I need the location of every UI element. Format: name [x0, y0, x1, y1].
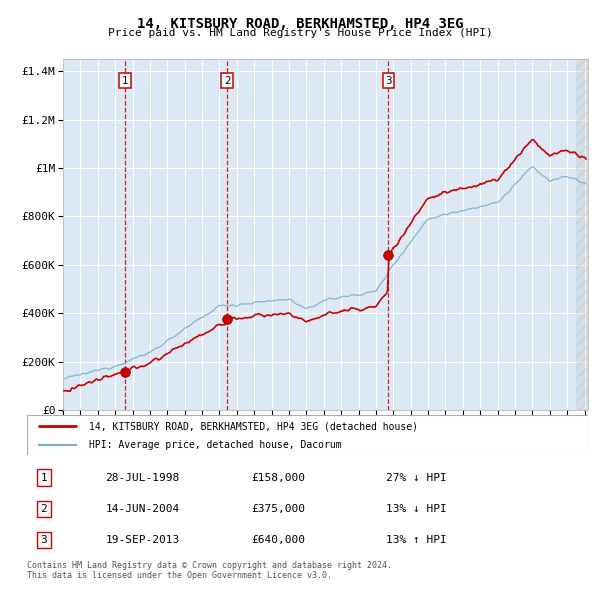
Text: 2: 2: [224, 76, 230, 86]
Text: 14, KITSBURY ROAD, BERKHAMSTED, HP4 3EG: 14, KITSBURY ROAD, BERKHAMSTED, HP4 3EG: [137, 17, 463, 31]
Text: £375,000: £375,000: [251, 504, 305, 514]
Text: 14-JUN-2004: 14-JUN-2004: [106, 504, 180, 514]
Text: 2: 2: [40, 504, 47, 514]
Text: £640,000: £640,000: [251, 535, 305, 545]
Text: 3: 3: [385, 76, 392, 86]
Text: 13% ↑ HPI: 13% ↑ HPI: [386, 535, 447, 545]
Text: 13% ↓ HPI: 13% ↓ HPI: [386, 504, 447, 514]
Text: 3: 3: [40, 535, 47, 545]
Text: Price paid vs. HM Land Registry's House Price Index (HPI): Price paid vs. HM Land Registry's House …: [107, 28, 493, 38]
Text: 19-SEP-2013: 19-SEP-2013: [106, 535, 180, 545]
Text: 14, KITSBURY ROAD, BERKHAMSTED, HP4 3EG (detached house): 14, KITSBURY ROAD, BERKHAMSTED, HP4 3EG …: [89, 421, 418, 431]
Text: 28-JUL-1998: 28-JUL-1998: [106, 473, 180, 483]
Text: HPI: Average price, detached house, Dacorum: HPI: Average price, detached house, Daco…: [89, 441, 341, 450]
Text: 1: 1: [40, 473, 47, 483]
Text: £158,000: £158,000: [251, 473, 305, 483]
Text: Contains HM Land Registry data © Crown copyright and database right 2024.
This d: Contains HM Land Registry data © Crown c…: [27, 560, 392, 580]
Text: 1: 1: [122, 76, 128, 86]
Bar: [576, 59, 596, 410]
Text: 27% ↓ HPI: 27% ↓ HPI: [386, 473, 447, 483]
